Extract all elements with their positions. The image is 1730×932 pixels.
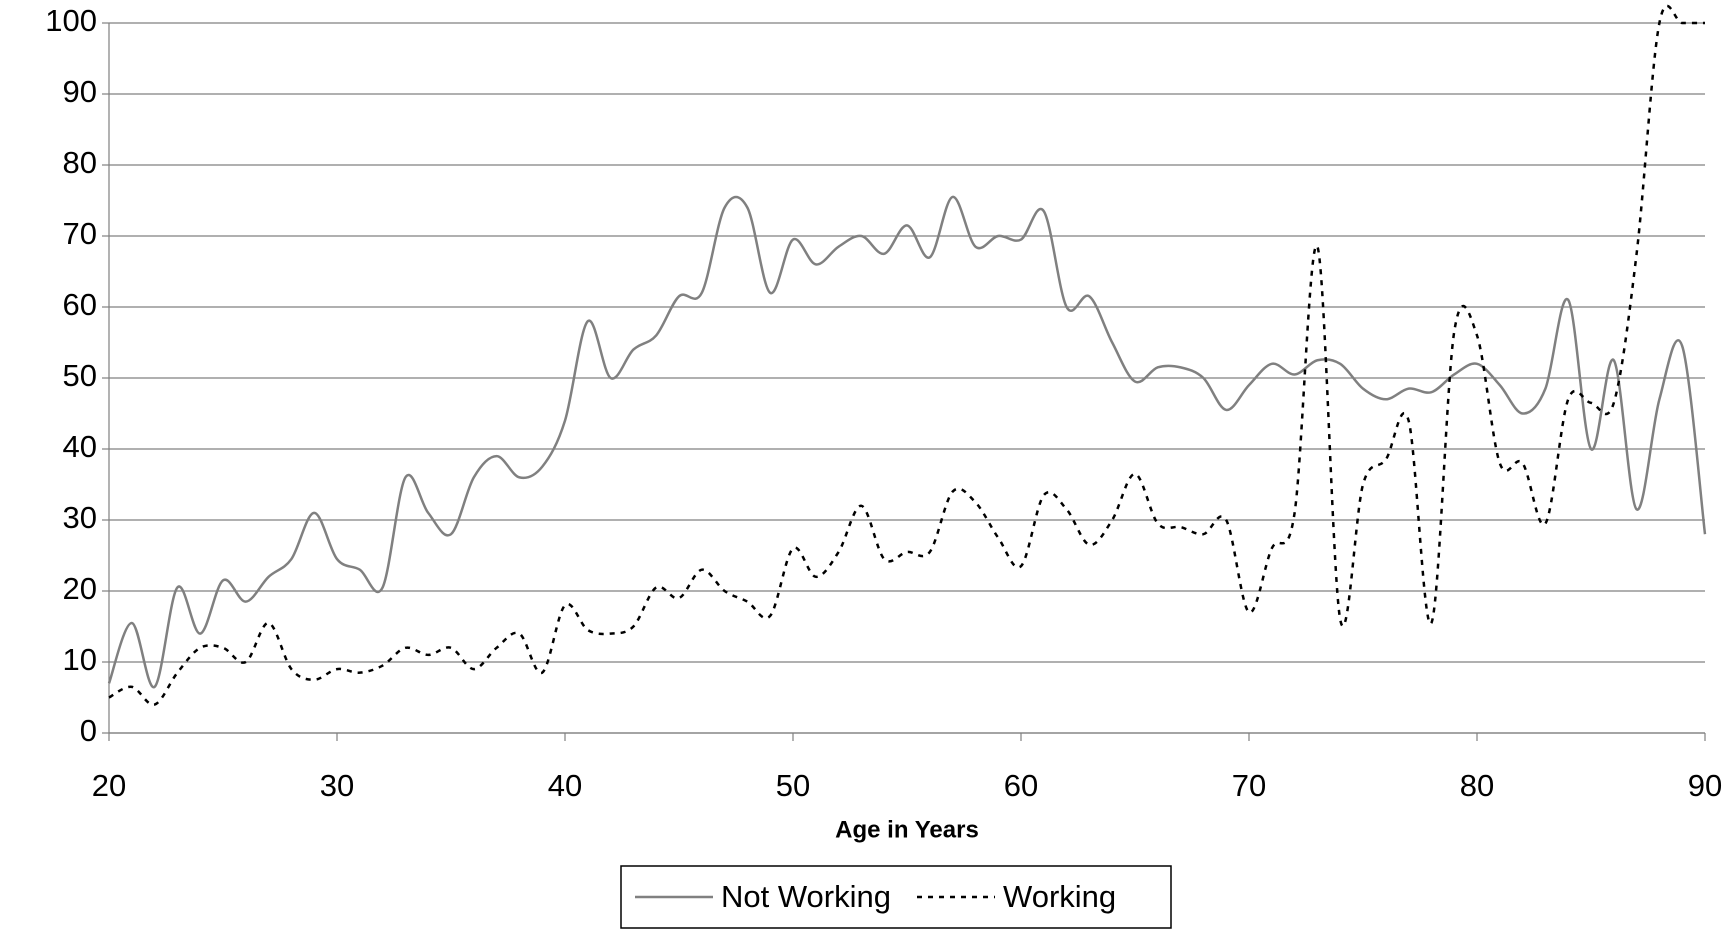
y-tick-label: 60 (63, 287, 97, 322)
y-tick-label: 100 (45, 3, 97, 38)
series-line (108, 4, 1705, 706)
y-tick-label: 30 (63, 500, 97, 535)
x-tick-label: 60 (1004, 768, 1038, 803)
x-tick-label: 20 (92, 768, 126, 803)
x-tick-label: 80 (1460, 768, 1494, 803)
legend-label: Not Working (721, 879, 891, 914)
x-tick-label: 30 (320, 768, 354, 803)
legend-label: Working (1003, 879, 1116, 914)
y-tick-label: 40 (63, 429, 97, 464)
y-tick-label: 70 (63, 216, 97, 251)
x-tick-label: 70 (1232, 768, 1266, 803)
y-tick-label: 90 (63, 74, 97, 109)
x-tick-label: 50 (776, 768, 810, 803)
y-tick-label: 0 (80, 713, 97, 748)
x-tick-label: 90 (1688, 768, 1722, 803)
y-tick-label: 50 (63, 358, 97, 393)
x-axis-title: Age in Years (835, 816, 979, 843)
x-tick-label: 40 (548, 768, 582, 803)
y-tick-label: 20 (63, 571, 97, 606)
y-tick-label: 80 (63, 145, 97, 180)
y-tick-label: 10 (63, 642, 97, 677)
series-line (107, 195, 1707, 689)
